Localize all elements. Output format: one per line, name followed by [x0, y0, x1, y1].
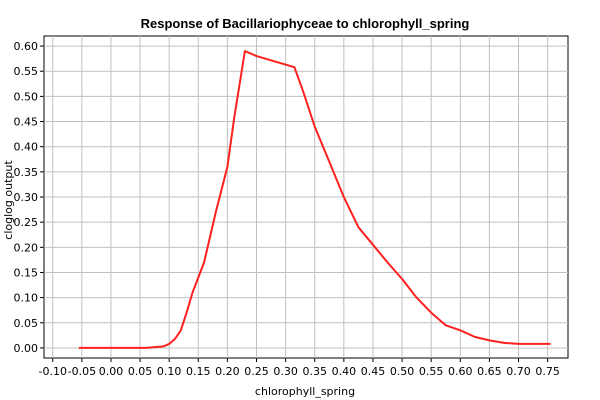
x-axis-label: chlorophyll_spring [255, 385, 355, 398]
x-tick-label: 0.35 [302, 365, 327, 378]
x-tick-label: 0.60 [448, 365, 473, 378]
x-tick-label: 0.65 [477, 365, 502, 378]
y-tick-label: 0.50 [14, 90, 39, 103]
x-tick-label: -0.05 [68, 365, 96, 378]
x-tick-label: 0.10 [157, 365, 182, 378]
response-curve [78, 50, 551, 349]
y-tick-label: 0.30 [14, 191, 39, 204]
y-tick-label: 0.40 [14, 141, 39, 154]
x-tick-label: 0.70 [506, 365, 531, 378]
y-tick-label: 0.55 [14, 65, 39, 78]
x-tick-label: 0.50 [390, 365, 415, 378]
x-tick-label: 0.20 [215, 365, 240, 378]
x-tick-label: 0.45 [361, 365, 386, 378]
x-tick-label: 0.05 [128, 365, 153, 378]
x-tick-label: 0.75 [535, 365, 560, 378]
y-tick-label: 0.60 [14, 40, 39, 53]
y-tick-label: 0.00 [14, 342, 39, 355]
y-tick-label: 0.15 [14, 266, 39, 279]
series-layer [78, 50, 551, 349]
x-tick-label: -0.10 [38, 365, 66, 378]
x-tick-label: 0.30 [273, 365, 298, 378]
gridlines [43, 35, 569, 359]
y-tick-label: 0.10 [14, 292, 39, 305]
y-tick-label: 0.20 [14, 241, 39, 254]
x-tick-label: 0.15 [186, 365, 211, 378]
chart-title: Response of Bacillariophyceae to chlorop… [141, 16, 470, 31]
x-tick-label: 0.00 [99, 365, 124, 378]
y-axis: 0.00 0.05 0.10 0.15 0.20 0.25 0.30 0.35 0.40 0.45… [14, 40, 44, 355]
y-axis-label: cloglog output [2, 160, 15, 240]
x-axis: -0.10 -0.05 0.00 0.05 0.10 0.15 0.20 0.25 0.30 0.… [38, 358, 560, 378]
y-tick-label: 0.45 [14, 116, 39, 129]
y-tick-label: 0.35 [14, 166, 39, 179]
y-tick-label: 0.25 [14, 216, 39, 229]
y-tick-label: 0.05 [14, 317, 39, 330]
x-tick-label: 0.55 [419, 365, 444, 378]
x-tick-label: 0.25 [244, 365, 269, 378]
x-tick-label: 0.40 [332, 365, 357, 378]
